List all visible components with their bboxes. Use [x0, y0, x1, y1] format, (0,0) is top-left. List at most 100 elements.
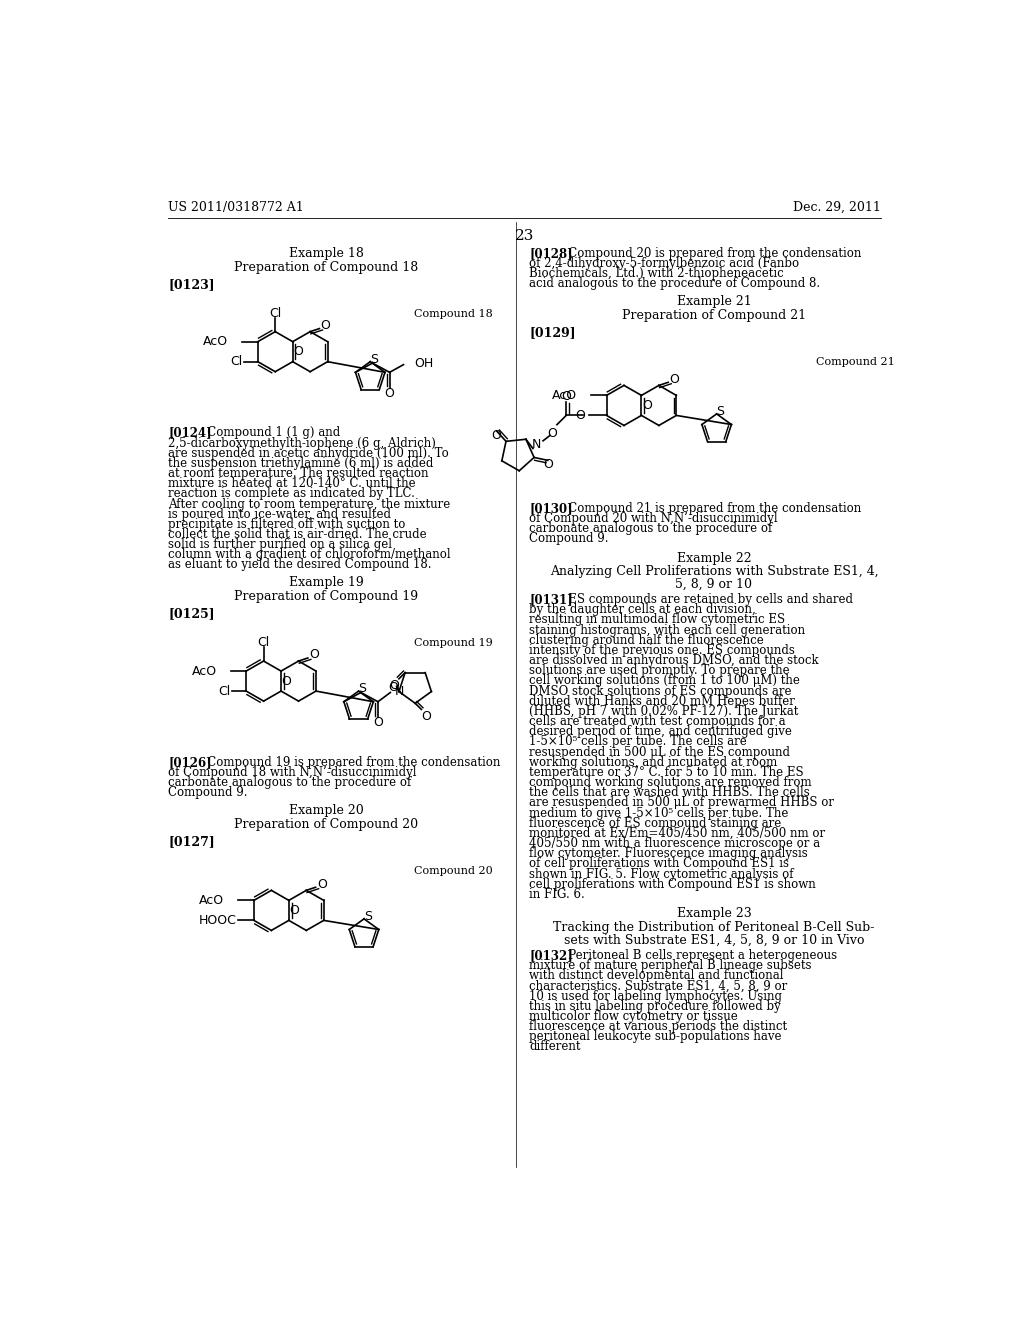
Text: solid is further purified on a silica gel: solid is further purified on a silica ge…: [168, 539, 392, 552]
Text: AcO: AcO: [203, 335, 228, 348]
Text: OH: OH: [415, 356, 433, 370]
Text: Compound 19 is prepared from the condensation: Compound 19 is prepared from the condens…: [197, 756, 501, 768]
Text: Example 18: Example 18: [289, 247, 364, 260]
Text: After cooling to room temperature, the mixture: After cooling to room temperature, the m…: [168, 498, 451, 511]
Text: O: O: [309, 648, 318, 661]
Text: Example 22: Example 22: [677, 552, 752, 565]
Text: cells are treated with test compounds for a: cells are treated with test compounds fo…: [529, 715, 786, 729]
Text: O: O: [388, 681, 398, 694]
Text: reaction is complete as indicated by TLC.: reaction is complete as indicated by TLC…: [168, 487, 415, 500]
Text: Cl: Cl: [257, 636, 269, 649]
Text: S: S: [370, 352, 378, 366]
Text: at room temperature. The resulted reaction: at room temperature. The resulted reacti…: [168, 467, 429, 480]
Text: Cl: Cl: [230, 355, 243, 368]
Text: in FIG. 6.: in FIG. 6.: [529, 888, 585, 900]
Text: sets with Substrate ES1, 4, 5, 8, 9 or 10 in Vivo: sets with Substrate ES1, 4, 5, 8, 9 or 1…: [563, 933, 864, 946]
Text: Analyzing Cell Proliferations with Substrate ES1, 4,: Analyzing Cell Proliferations with Subst…: [550, 565, 879, 578]
Text: Peritoneal B cells represent a heterogeneous: Peritoneal B cells represent a heterogen…: [557, 949, 838, 962]
Text: 1-5×10⁵ cells per tube. The cells are: 1-5×10⁵ cells per tube. The cells are: [529, 735, 748, 748]
Text: this in situ labeling procedure followed by: this in situ labeling procedure followed…: [529, 999, 781, 1012]
Text: mixture of mature peripheral B lineage subsets: mixture of mature peripheral B lineage s…: [529, 960, 812, 972]
Text: desired period of time, and centrifuged give: desired period of time, and centrifuged …: [529, 725, 793, 738]
Text: [0128]: [0128]: [529, 247, 573, 260]
Text: 405/550 nm with a fluorescence microscope or a: 405/550 nm with a fluorescence microscop…: [529, 837, 820, 850]
Text: [0132]: [0132]: [529, 949, 573, 962]
Text: O: O: [389, 680, 399, 692]
Text: Compound 20 is prepared from the condensation: Compound 20 is prepared from the condens…: [557, 247, 862, 260]
Text: Compound 19: Compound 19: [414, 638, 493, 648]
Text: S: S: [717, 405, 725, 418]
Text: O: O: [574, 409, 585, 422]
Text: [0129]: [0129]: [529, 326, 577, 339]
Text: as eluant to yield the desired Compound 18.: as eluant to yield the desired Compound …: [168, 558, 432, 572]
Text: Compound 1 (1 g) and: Compound 1 (1 g) and: [197, 426, 340, 440]
Text: 5, 8, 9 or 10: 5, 8, 9 or 10: [676, 578, 753, 591]
Text: is poured into ice-water, and resulted: is poured into ice-water, and resulted: [168, 508, 391, 520]
Text: intensity of the previous one. ES compounds: intensity of the previous one. ES compou…: [529, 644, 796, 657]
Text: O: O: [548, 426, 557, 440]
Text: Preparation of Compound 18: Preparation of Compound 18: [234, 261, 419, 273]
Text: resulting in multimodal flow cytometric ES: resulting in multimodal flow cytometric …: [529, 614, 785, 627]
Text: AcO: AcO: [191, 664, 217, 677]
Text: Compound 20: Compound 20: [414, 866, 493, 875]
Text: Cl: Cl: [218, 685, 230, 697]
Text: Example 20: Example 20: [289, 804, 364, 817]
Text: 2,5-dicarboxymethylth-iophene (6 g, Aldrich): 2,5-dicarboxymethylth-iophene (6 g, Aldr…: [168, 437, 436, 450]
Text: Compound 21: Compound 21: [816, 356, 895, 367]
Text: working solutions, and incubated at room: working solutions, and incubated at room: [529, 756, 777, 768]
Text: the suspension triethylamine (6 ml) is added: the suspension triethylamine (6 ml) is a…: [168, 457, 434, 470]
Text: column with a gradient of chloroform/methanol: column with a gradient of chloroform/met…: [168, 548, 451, 561]
Text: [0124]: [0124]: [168, 426, 212, 440]
Text: O: O: [421, 710, 431, 723]
Text: cell working solutions (from 1 to 100 μM) the: cell working solutions (from 1 to 100 μM…: [529, 675, 801, 688]
Text: 10 is used for labeling lymphocytes. Using: 10 is used for labeling lymphocytes. Usi…: [529, 990, 782, 1002]
Text: HOOC: HOOC: [199, 913, 237, 927]
Text: Example 21: Example 21: [677, 296, 752, 309]
Text: acid analogous to the procedure of Compound 8.: acid analogous to the procedure of Compo…: [529, 277, 820, 290]
Text: resuspended in 500 μL of the ES compound: resuspended in 500 μL of the ES compound: [529, 746, 791, 759]
Text: diluted with Hanks and 20 mM Hepes buffer: diluted with Hanks and 20 mM Hepes buffe…: [529, 694, 796, 708]
Text: Example 19: Example 19: [289, 577, 364, 589]
Text: of 2,4-dihydroxy-5-formylbenzoic acid (Fanbo: of 2,4-dihydroxy-5-formylbenzoic acid (F…: [529, 257, 800, 271]
Text: carbonate analogous to the procedure of: carbonate analogous to the procedure of: [168, 776, 412, 789]
Text: Cl: Cl: [269, 306, 282, 319]
Text: monitored at Ex/Em=405/450 nm, 405/500 nm or: monitored at Ex/Em=405/450 nm, 405/500 n…: [529, 826, 825, 840]
Text: temperature or 37° C. for 5 to 10 min. The ES: temperature or 37° C. for 5 to 10 min. T…: [529, 766, 804, 779]
Text: fluorescence of ES compound staining are: fluorescence of ES compound staining are: [529, 817, 781, 830]
Text: shown in FIG. 5. Flow cytometric analysis of: shown in FIG. 5. Flow cytometric analysi…: [529, 867, 794, 880]
Text: [0130]: [0130]: [529, 502, 573, 515]
Text: are dissolved in anhydrous DMSO, and the stock: are dissolved in anhydrous DMSO, and the…: [529, 655, 819, 667]
Text: flow cytometer. Fluorescence imaging analysis: flow cytometer. Fluorescence imaging ana…: [529, 847, 808, 861]
Text: characteristics. Substrate ES1, 4, 5, 8, 9 or: characteristics. Substrate ES1, 4, 5, 8,…: [529, 979, 787, 993]
Text: [0126]: [0126]: [168, 756, 212, 768]
Text: O: O: [543, 458, 553, 471]
Text: of Compound 20 with N,N’-disuccinimidyl: of Compound 20 with N,N’-disuccinimidyl: [529, 512, 778, 525]
Text: [0127]: [0127]: [168, 836, 215, 847]
Text: staining histograms, with each cell generation: staining histograms, with each cell gene…: [529, 623, 806, 636]
Text: 23: 23: [515, 230, 535, 243]
Text: of cell proliferations with Compound ES1 is: of cell proliferations with Compound ES1…: [529, 858, 790, 870]
Text: Compound 9.: Compound 9.: [168, 787, 248, 799]
Text: clustering around half the fluorescence: clustering around half the fluorescence: [529, 634, 764, 647]
Text: are suspended in acetic anhydride (100 ml). To: are suspended in acetic anhydride (100 m…: [168, 446, 450, 459]
Text: different: different: [529, 1040, 581, 1053]
Text: N: N: [532, 438, 542, 451]
Text: [0123]: [0123]: [168, 277, 215, 290]
Text: Biochemicals, Ltd.) with 2-thiopheneacetic: Biochemicals, Ltd.) with 2-thiopheneacet…: [529, 267, 784, 280]
Text: S: S: [358, 682, 367, 696]
Text: [0131]: [0131]: [529, 593, 573, 606]
Text: compound working solutions are removed from: compound working solutions are removed f…: [529, 776, 812, 789]
Text: O: O: [290, 904, 299, 917]
Text: N: N: [394, 685, 403, 698]
Text: O: O: [316, 878, 327, 891]
Text: carbonate analogous to the procedure of: carbonate analogous to the procedure of: [529, 521, 773, 535]
Text: Tracking the Distribution of Peritoneal B-Cell Sub-: Tracking the Distribution of Peritoneal …: [553, 921, 874, 935]
Text: DMSO stock solutions of ES compounds are: DMSO stock solutions of ES compounds are: [529, 685, 792, 697]
Text: peritoneal leukocyte sub-populations have: peritoneal leukocyte sub-populations hav…: [529, 1030, 782, 1043]
Text: Dec. 29, 2011: Dec. 29, 2011: [794, 201, 882, 214]
Text: multicolor flow cytometry or tissue: multicolor flow cytometry or tissue: [529, 1010, 738, 1023]
Text: Preparation of Compound 19: Preparation of Compound 19: [234, 590, 419, 603]
Text: by the daughter cells at each division,: by the daughter cells at each division,: [529, 603, 756, 616]
Text: the cells that are washed with HHBS. The cells: the cells that are washed with HHBS. The…: [529, 787, 810, 799]
Text: collect the solid that is air-dried. The crude: collect the solid that is air-dried. The…: [168, 528, 427, 541]
